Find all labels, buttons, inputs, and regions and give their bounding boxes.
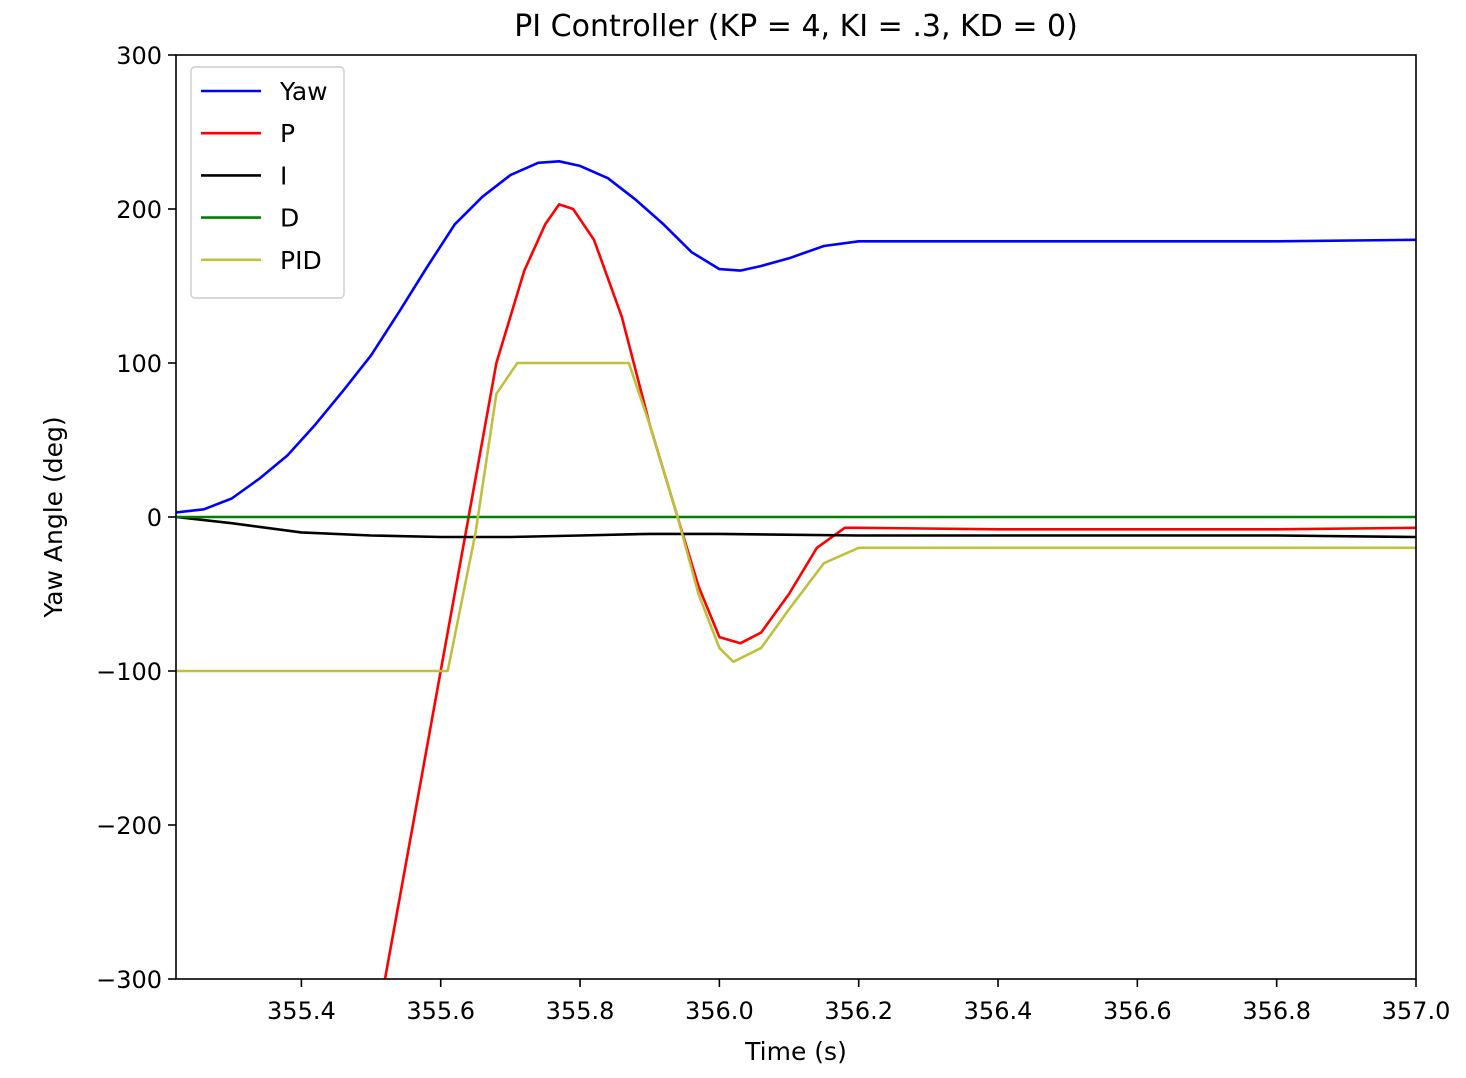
legend-label-yaw: Yaw [279,77,328,106]
x-tick-label: 355.4 [267,997,336,1025]
series-line-yaw [176,160,1416,514]
x-tick-label: 356.8 [1242,997,1311,1025]
x-tick-label: 355.6 [406,997,475,1025]
legend-label-i: I [280,161,287,190]
y-tick-label: 200 [116,196,162,224]
legend-label-d: D [280,204,299,233]
chart-title: PI Controller (KP = 4, KI = .3, KD = 0) [514,9,1078,44]
x-tick-label: 355.8 [546,997,615,1025]
y-tick-label: 0 [147,504,162,532]
y-tick-label: −300 [96,966,162,994]
series-layer [176,160,1416,979]
x-tick-label: 356.6 [1103,997,1172,1025]
legend-box [190,66,345,299]
y-tick-label: 300 [116,42,162,70]
y-axis-label: Yaw Angle (deg) [39,416,68,618]
series-line-i [176,515,1416,539]
plot-frame [175,54,1417,980]
y-tick-label: −100 [96,658,162,686]
ticks-layer: 355.4 355.6 355.8 356.0 356.2 356.4 356.6 356.8… [96,42,1450,1025]
x-tick-label: 356.4 [964,997,1033,1025]
legend-label-p: P [280,119,295,148]
x-axis-label: Time (s) [744,1037,847,1066]
y-tick-label: 100 [116,350,162,378]
legend-label-pid: PID [280,246,322,275]
y-tick-label: −200 [96,812,162,840]
series-line-p [383,203,1416,979]
x-tick-label: 357.0 [1382,997,1451,1025]
x-tick-label: 356.0 [685,997,754,1025]
series-line-pid [176,361,1416,673]
x-tick-label: 356.2 [824,997,893,1025]
legend: Yaw PID PID [190,66,345,299]
